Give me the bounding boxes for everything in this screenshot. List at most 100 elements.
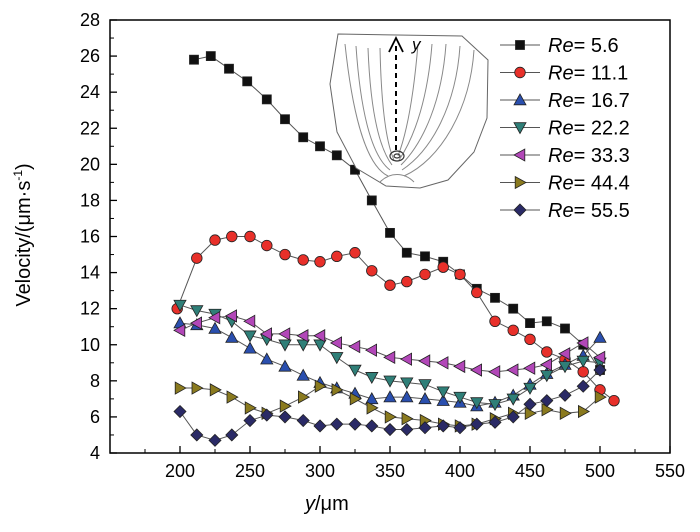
inset-streamline [403, 49, 475, 177]
data-point [174, 381, 187, 395]
legend-re: Re [548, 35, 574, 57]
data-point [189, 316, 203, 330]
x-tick-label: 350 [375, 461, 405, 481]
data-point [593, 363, 607, 377]
data-point [226, 390, 239, 404]
data-point [593, 330, 607, 343]
y-tick-label: 12 [80, 299, 100, 319]
data-point [453, 359, 466, 374]
data-point [419, 268, 431, 281]
legend-label: Re= 22.2 [548, 118, 630, 140]
data-point [261, 94, 272, 105]
data-point [523, 361, 536, 375]
legend-item: Re= 55.5 [500, 200, 630, 222]
x-tick-label: 300 [305, 461, 335, 481]
data-point [576, 355, 590, 368]
data-point [173, 299, 187, 312]
data-point [330, 417, 344, 431]
inset-streamline [401, 45, 461, 171]
data-point [539, 357, 552, 372]
inset-streamline [398, 43, 433, 161]
legend-item: Re= 16.7 [500, 90, 630, 112]
legend-marker [513, 148, 526, 162]
data-point [365, 419, 379, 433]
data-point [436, 419, 450, 433]
data-point [226, 230, 238, 243]
y-axis-title-close: ) [13, 163, 35, 170]
inset-streamline [344, 43, 389, 177]
y-tick-label: 22 [80, 118, 100, 138]
data-point [469, 363, 483, 377]
data-point [278, 327, 291, 341]
legend-re: Re [548, 90, 574, 112]
tick-labels: 200 250 300 350 400 450 500 550 4 6 8 10 12 14 16 18 20 2… [80, 10, 685, 481]
inset-arrow-head [388, 35, 404, 53]
data-point [524, 406, 537, 420]
data-point [489, 315, 501, 327]
data-point [331, 250, 343, 263]
data-point [366, 265, 378, 277]
data-point [540, 394, 554, 408]
legend: Re= 5.6Re= 11.1Re= 16.7Re= 22.2Re= 33.3R… [500, 35, 630, 222]
data-point [242, 76, 253, 87]
data-point [437, 261, 449, 273]
legend-marker [514, 66, 526, 79]
data-point [454, 268, 466, 281]
y-axis-title: Velocity/(μm·s-1) [11, 163, 35, 306]
x-tick-label: 550 [655, 461, 685, 481]
x-tick-label: 450 [515, 461, 545, 481]
data-point [261, 239, 273, 252]
y-tick-label: 28 [80, 10, 100, 30]
legend-marker [513, 203, 527, 217]
x-axis-title: y/μm [303, 493, 349, 515]
data-point [190, 428, 204, 442]
data-point [348, 339, 361, 354]
data-point [507, 324, 519, 337]
data-point [280, 114, 290, 125]
data-point [208, 311, 221, 325]
data-point [436, 356, 449, 370]
y-tick-label: 6 [90, 407, 100, 427]
legend-item: Re= 22.2 [500, 118, 630, 140]
data-point [525, 318, 535, 329]
series-7 [173, 363, 607, 447]
legend-marker [513, 93, 527, 106]
data-point [541, 316, 552, 327]
data-point [259, 327, 273, 341]
data-point [331, 150, 342, 161]
data-point [278, 410, 292, 424]
x-tick-label: 250 [235, 461, 265, 481]
data-point [190, 305, 204, 318]
data-point [418, 421, 432, 435]
data-point [296, 339, 310, 352]
data-point [348, 364, 362, 377]
data-point [453, 421, 467, 435]
legend-value: = 33.3 [574, 145, 630, 167]
legend-value: = 11.1 [574, 63, 629, 85]
data-point [244, 401, 257, 415]
data-point [488, 399, 502, 412]
data-point [541, 346, 553, 358]
data-point [383, 350, 396, 365]
data-point [523, 397, 537, 411]
legend-item: Re= 5.6 [500, 35, 619, 57]
data-point [224, 309, 238, 323]
data-point [243, 341, 257, 354]
data-point [208, 433, 222, 447]
data-point [508, 303, 519, 314]
series-2 [171, 230, 620, 407]
legend-label: Re= 44.4 [548, 173, 630, 195]
data-point [279, 399, 292, 413]
data-point [225, 330, 239, 343]
data-point [488, 415, 502, 429]
data-point [243, 314, 256, 328]
data-point [558, 347, 571, 361]
data-point [365, 392, 379, 405]
data-point [209, 383, 222, 397]
y-tick-label: 16 [80, 227, 100, 247]
data-point [383, 422, 397, 437]
legend-marker [514, 175, 527, 190]
data-point [401, 412, 414, 426]
legend-label: Re= 11.1 [548, 63, 628, 85]
